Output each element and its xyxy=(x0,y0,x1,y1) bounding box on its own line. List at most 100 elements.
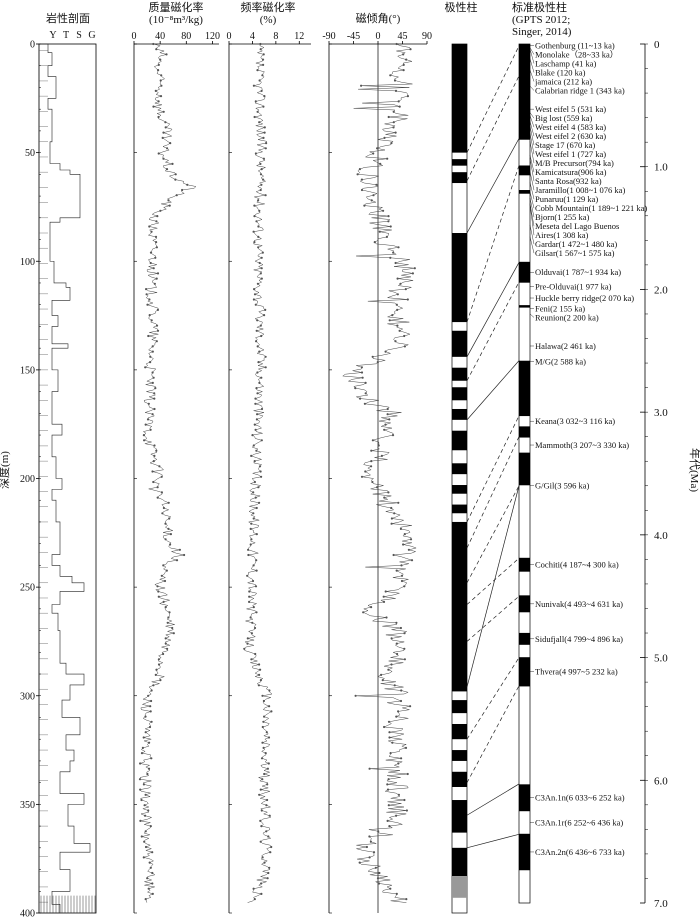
incl-point xyxy=(403,658,406,661)
event-label: Laschamp (41 ka) xyxy=(535,58,597,68)
chi-point xyxy=(144,715,147,718)
chifd-point xyxy=(257,246,260,249)
incl-point xyxy=(400,757,403,760)
chi-point xyxy=(144,830,147,833)
event-label: C3An.1n(6 033~6 252 ka) xyxy=(535,793,625,803)
correlation-line xyxy=(466,595,520,642)
event-label: Feni(2 155 ka) xyxy=(535,303,585,313)
incl-point xyxy=(387,668,390,671)
incl-point xyxy=(386,788,390,791)
incl-point xyxy=(383,136,386,139)
chifd-point xyxy=(253,204,256,207)
chifd-point xyxy=(253,241,256,244)
incl-point xyxy=(389,752,392,755)
incl-point xyxy=(390,517,393,520)
event-label: Big lost (559 ka) xyxy=(535,113,593,123)
incl-point xyxy=(388,319,391,322)
incl-point xyxy=(358,861,361,864)
normal-polarity-zone xyxy=(452,430,467,451)
chi-point xyxy=(148,298,151,301)
incl-point xyxy=(370,465,373,468)
chi-point xyxy=(149,428,152,431)
incl-point xyxy=(402,53,405,56)
chifd-point xyxy=(260,407,264,411)
chifd-point xyxy=(265,142,268,145)
chifd-point xyxy=(261,856,264,859)
chi-point xyxy=(152,460,155,463)
chi-point xyxy=(162,564,165,567)
chifd-point xyxy=(253,626,257,630)
chi-point xyxy=(164,538,167,541)
normal-polarity-zone xyxy=(452,159,467,166)
incl-point xyxy=(377,882,381,885)
chi-point xyxy=(160,574,163,577)
event-label: Kamicatsura(906 ka) xyxy=(535,167,607,177)
incl-point xyxy=(391,314,394,317)
incl-point xyxy=(397,710,400,713)
correlation-line xyxy=(466,165,520,323)
chifd-point xyxy=(253,460,256,463)
chifd-point xyxy=(250,522,253,525)
normal-polarity-zone xyxy=(452,771,467,787)
chi-point xyxy=(154,387,157,390)
grain-label: Y xyxy=(49,30,56,41)
incl-point xyxy=(395,303,398,306)
incl-point xyxy=(360,188,364,192)
normal-polarity-zone xyxy=(452,800,467,833)
event-label: West eifel 2 (630 ka) xyxy=(535,131,606,141)
chifd-x-tick-label: 8 xyxy=(273,31,278,42)
chifd-point xyxy=(261,725,264,729)
gpts-normal-chron xyxy=(519,833,530,871)
chi-point xyxy=(157,152,160,155)
incl-point xyxy=(360,371,364,374)
chifd-point xyxy=(263,715,266,718)
chi-point xyxy=(142,783,145,786)
chi-point xyxy=(157,63,160,66)
chi-unit: (10⁻⁸m³/kg) xyxy=(149,14,203,26)
chi-point xyxy=(159,79,162,82)
incl-point xyxy=(380,673,383,677)
chifd-point xyxy=(259,162,262,165)
chifd-point xyxy=(259,819,262,823)
gpts-normal-chron xyxy=(519,595,530,613)
incl-point xyxy=(410,559,414,562)
incl-point xyxy=(368,767,371,770)
chi-point xyxy=(147,402,150,405)
chifd-point xyxy=(259,788,262,791)
event-label: Huckle berry ridge(2 070 ka) xyxy=(535,293,634,303)
chi-point xyxy=(160,475,163,478)
incl-point xyxy=(393,512,396,515)
chifd-point xyxy=(257,235,260,238)
incl-point xyxy=(409,705,412,708)
chi-point xyxy=(144,898,147,901)
chi-point xyxy=(152,42,155,46)
event-label: Punaruu(1 129 ka) xyxy=(535,194,598,204)
chifd-point xyxy=(267,871,270,875)
chifd-point xyxy=(258,465,262,468)
chifd-unit: (%) xyxy=(260,14,277,26)
chifd-point xyxy=(266,877,269,880)
chi-point xyxy=(157,590,160,593)
correlation-line xyxy=(466,138,520,234)
incl-point xyxy=(372,152,375,155)
event-label: Reunion(2 200 ka) xyxy=(535,312,599,322)
chi-point xyxy=(162,157,165,160)
event-leader xyxy=(529,48,535,64)
chifd-point xyxy=(260,334,263,338)
correlation-line xyxy=(466,685,520,783)
incl-point xyxy=(376,486,379,489)
chifd-point xyxy=(262,699,265,703)
incl-point xyxy=(390,506,393,510)
chi-point xyxy=(155,668,158,671)
chifd-point xyxy=(249,527,252,531)
chifd-point xyxy=(261,74,264,77)
incl-point xyxy=(379,162,382,165)
lithology-title: 岩性剖面 xyxy=(46,11,90,25)
incl-point xyxy=(397,793,400,796)
incl-point xyxy=(387,491,390,494)
chifd-point xyxy=(260,809,263,812)
chi-point xyxy=(142,434,145,437)
depth-tick-label: 250 xyxy=(20,583,35,594)
incl-point xyxy=(376,361,379,364)
